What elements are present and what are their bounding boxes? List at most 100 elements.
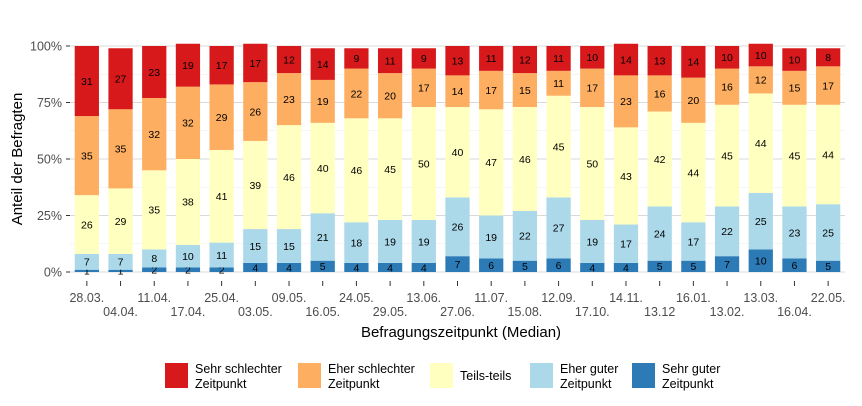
bar-segment (108, 188, 133, 254)
bar-segment (714, 104, 740, 207)
bar-segment (175, 244, 201, 268)
bar-segment (243, 82, 268, 141)
bar-value-label: 5 (690, 261, 696, 273)
bar-value-label: 4 (252, 262, 258, 274)
bar-value-label: 10 (586, 52, 598, 64)
bar-value-label: 15 (519, 85, 531, 97)
x-tick-label: 27.06. (440, 305, 475, 319)
bar-segment (748, 192, 773, 250)
bar-segment (377, 73, 403, 119)
bar-segment (782, 206, 807, 259)
bar-value-label: 17 (249, 58, 261, 70)
bar-segment (613, 224, 639, 263)
bar-segment (748, 66, 773, 94)
bar-value-label: 43 (620, 171, 632, 183)
bar-segment (782, 104, 807, 207)
bar-value-label: 11 (553, 78, 564, 90)
bar-value-label: 19 (182, 60, 194, 72)
x-tick-label: 11.04. (137, 291, 171, 305)
bar-segment (108, 253, 133, 270)
bar-value-label: 23 (789, 227, 801, 239)
bar-value-label: 17 (822, 80, 834, 92)
bar-segment (377, 220, 403, 263)
legend-swatch (530, 363, 553, 388)
bar-segment (647, 260, 672, 272)
legend-swatch (632, 363, 655, 388)
bar-segment (344, 48, 369, 69)
y-axis-tick-labels: 0% 25% 50% 75% 100% (30, 40, 70, 280)
bar-value-label: 5 (825, 261, 831, 273)
bar-value-label: 45 (789, 150, 801, 162)
bar-segment (175, 267, 201, 272)
bar-value-label: 6 (488, 260, 494, 272)
bar-value-label: 4 (421, 262, 427, 274)
x-tick-label: 17.10. (575, 305, 610, 319)
bar-value-label: 17 (620, 239, 632, 251)
bar-segment (411, 220, 436, 263)
bar-value-label: 11 (216, 250, 227, 262)
bar-value-label: 44 (822, 149, 834, 161)
bar-segment (681, 260, 706, 272)
bar-value-label: 22 (519, 231, 531, 243)
legend-item: Teils-teils (430, 363, 511, 388)
bar-segment (580, 68, 605, 108)
legend-label: Zeitpunkt (195, 377, 247, 391)
bar-segment (310, 122, 335, 214)
bar-segment (714, 68, 740, 105)
bar-segment (310, 260, 335, 272)
bar-value-label: 38 (182, 197, 194, 209)
bar-value-label: 1 (118, 266, 124, 278)
bar-value-label: 17 (688, 236, 700, 248)
bar-value-label: 45 (384, 164, 396, 176)
y-tick-label: 100% (30, 40, 62, 54)
bar-value-label: 35 (115, 144, 127, 156)
bar-value-label: 21 (317, 232, 329, 244)
bar-segment (580, 46, 605, 69)
bar-value-label: 22 (721, 226, 733, 238)
bar-value-label: 8 (825, 52, 831, 64)
x-tick-label: 16.05. (305, 305, 340, 319)
bar-segment (613, 262, 639, 272)
bar-segment (681, 46, 706, 78)
bar-value-label: 32 (148, 129, 160, 141)
bar-stack: 4 19 50 17 10 (580, 46, 605, 274)
bar-value-label: 17 (485, 85, 497, 97)
bar-value-label: 13 (654, 55, 666, 67)
bar-segment (445, 75, 470, 108)
bar-segment (377, 262, 403, 272)
bar-value-label: 5 (320, 261, 326, 273)
bar-segment (816, 104, 841, 205)
bar-value-label: 19 (586, 236, 598, 248)
bar-segment (479, 46, 504, 71)
x-tick-label: 16.01. (676, 291, 711, 305)
bar-segment (546, 197, 571, 259)
bar-value-label: 29 (115, 216, 127, 228)
bar-segment (613, 127, 639, 225)
bar-segment (714, 46, 740, 69)
bar-segment (175, 159, 201, 245)
bar-segment (142, 46, 167, 98)
bar-value-label: 16 (721, 81, 733, 93)
bar-value-label: 10 (789, 54, 801, 66)
bar-segment (512, 260, 538, 272)
bar-segment (74, 46, 99, 117)
legend-label: Eher guter (560, 362, 618, 376)
bar-value-label: 23 (148, 67, 160, 79)
bar-value-label: 8 (151, 253, 157, 265)
x-tick-label: 13.06. (406, 291, 441, 305)
x-tick-label: 29.05. (373, 305, 408, 319)
bar-stack: 17 26 35 31 (74, 46, 99, 278)
bar-stack: 5 22 46 15 12 (512, 46, 538, 273)
bar-value-label: 18 (351, 237, 363, 249)
bar-value-label: 2 (219, 265, 225, 277)
bar-segment (782, 258, 807, 272)
bar-value-label: 4 (589, 262, 595, 274)
bar-segment (175, 43, 201, 87)
bar-segment (580, 262, 605, 272)
x-axis-title: Befragungszeitpunkt (Median) (361, 324, 561, 341)
x-tick-label: 13.03. (743, 291, 778, 305)
y-axis-title: Anteil der Befragten (9, 93, 26, 226)
bar-segment (546, 95, 571, 198)
